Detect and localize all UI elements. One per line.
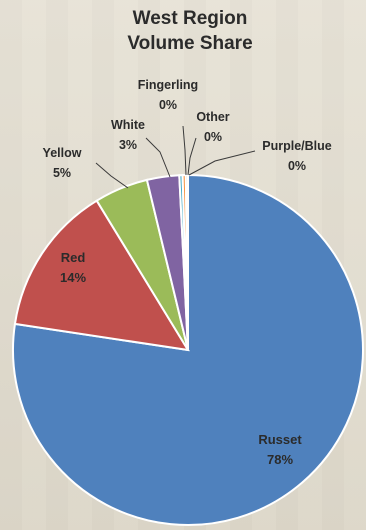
slice-percent-russet: 78% xyxy=(267,452,293,467)
chart-title: West Region Volume Share xyxy=(70,6,310,56)
slice-name-fingerling: Fingerling xyxy=(138,78,198,92)
leader-lines xyxy=(95,125,256,189)
leader-line-white xyxy=(145,137,171,178)
slice-name-purple-blue: Purple/Blue xyxy=(262,139,332,153)
slice-percent-purple-blue: 0% xyxy=(288,159,306,173)
slice-percent-white: 3% xyxy=(119,138,137,152)
slice-name-russet: Russet xyxy=(258,432,302,447)
slice-red xyxy=(13,199,190,352)
leader-line-other xyxy=(187,137,197,176)
slice-percent-yellow: 5% xyxy=(53,166,71,180)
chart-title-line-1: West Region xyxy=(132,8,248,29)
leader-line-fingerling xyxy=(182,125,187,176)
slice-name-other: Other xyxy=(196,110,229,124)
chart-title-line-2: Volume Share xyxy=(127,33,253,54)
slice-name-white: White xyxy=(111,118,145,132)
slice-percent-fingerling: 0% xyxy=(159,98,177,112)
pie-slices xyxy=(12,173,364,526)
slice-percent-other: 0% xyxy=(204,130,222,144)
slice-purple-blue xyxy=(184,173,189,351)
slice-labels: Russet 78% Red 14% Yellow 5% White 3% Fingerling… xyxy=(43,78,332,467)
slice-name-yellow: Yellow xyxy=(43,146,82,160)
slice-percent-red: 14% xyxy=(60,270,86,285)
leader-line-purple-blue xyxy=(188,150,256,176)
leader-line-yellow xyxy=(95,162,129,189)
slice-name-red: Red xyxy=(61,250,86,265)
